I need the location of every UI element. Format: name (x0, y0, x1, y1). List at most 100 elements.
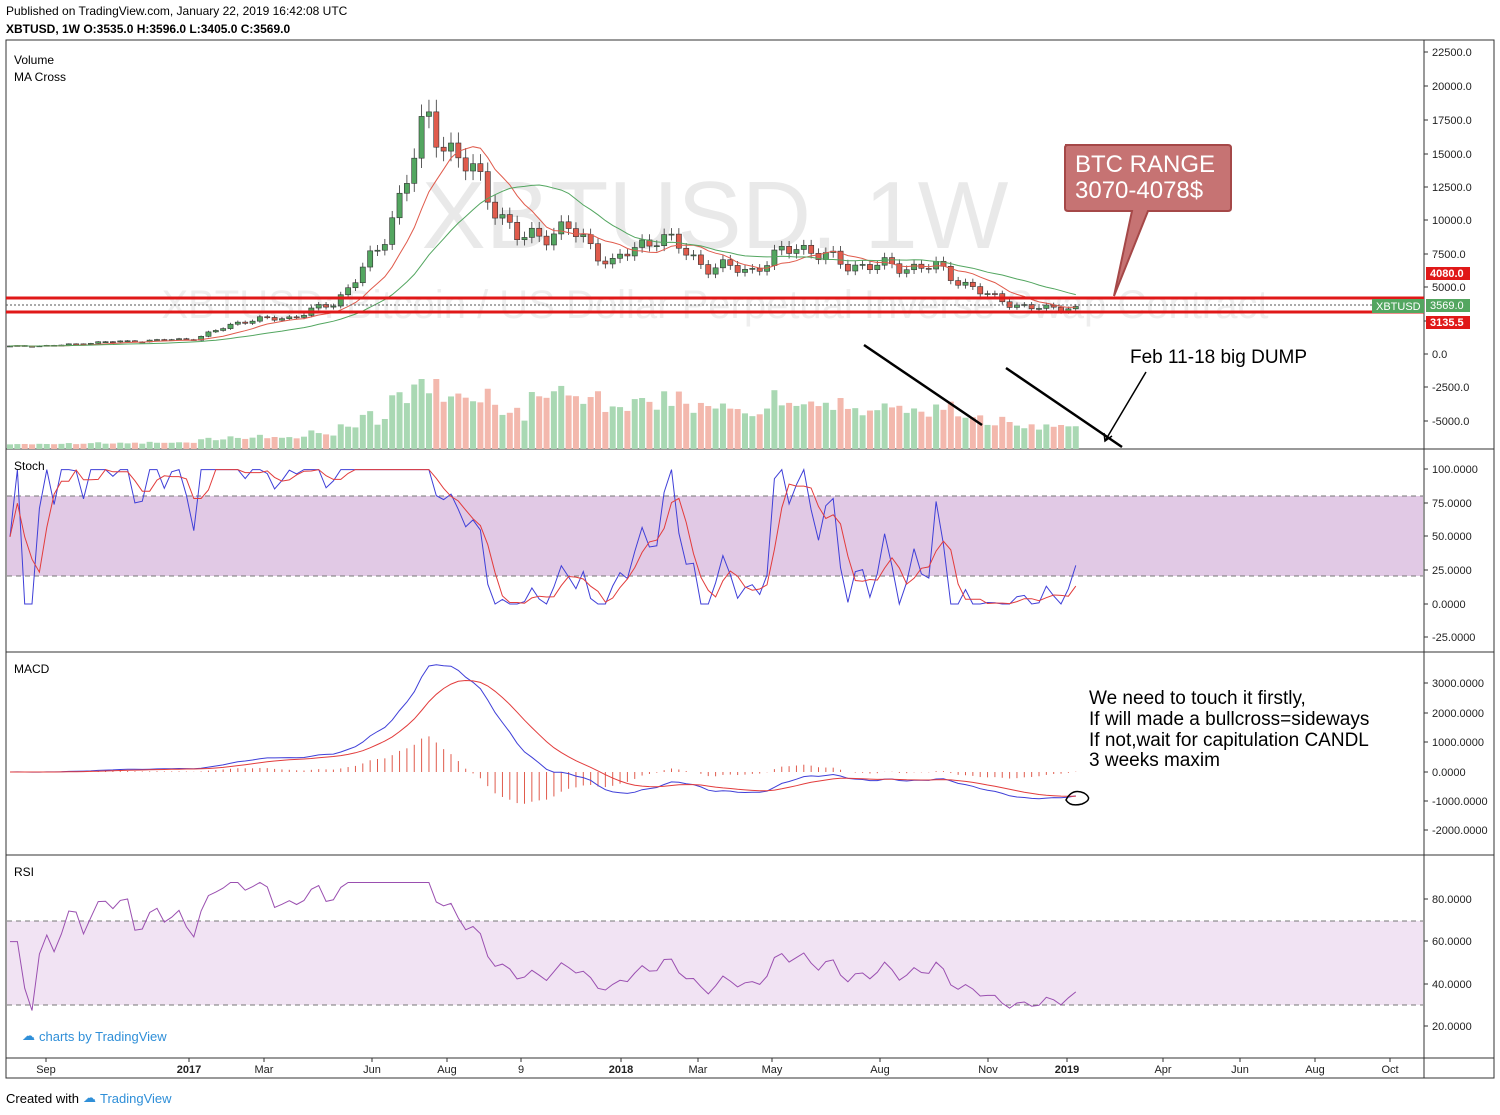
volume-bar (521, 420, 528, 449)
volume-bar (808, 401, 815, 449)
time-tick-label: 2018 (609, 1064, 633, 1076)
stoch-k-line (9, 468, 1077, 606)
axis-ticks: 22500.0 20000.0 17500.0 15000.0 12500.0 10000… (1424, 47, 1488, 1033)
tag-symbol: XBTUSD (1376, 301, 1421, 313)
volume-bar (492, 404, 499, 449)
volume-bar (389, 395, 396, 449)
tag-last-bg (1426, 299, 1470, 312)
volume-bar (962, 417, 969, 449)
volume-bar (1065, 426, 1072, 449)
candle-body (911, 263, 917, 271)
volume-tick-label: -2500.0 (1432, 382, 1469, 394)
volume-bar (889, 407, 895, 449)
volume-bar (249, 437, 256, 449)
candle-body (639, 239, 645, 248)
tradingview-logo-icon: ☁ (22, 1028, 35, 1043)
volume-bar (455, 393, 462, 449)
volume-bar (572, 396, 579, 449)
tag-bottom: 3135.5 (1430, 317, 1464, 329)
volume-bar (315, 433, 322, 449)
candle-body (720, 259, 726, 269)
candle-body (396, 192, 403, 219)
volume-bar (587, 397, 594, 449)
candle-body (161, 339, 168, 341)
volume-bar (65, 443, 72, 449)
volume-bar (580, 403, 587, 449)
macd-tick-label: 2000.0000 (1432, 708, 1484, 720)
volume-bar (1058, 424, 1065, 449)
volume-bar (991, 425, 998, 449)
volume-bar (381, 418, 388, 449)
volume-bar (536, 396, 543, 449)
volume-bar (675, 391, 682, 449)
cross-circle-mark[interactable] (1065, 790, 1090, 806)
candle-body (198, 336, 204, 341)
volume-bar (719, 403, 726, 449)
stoch-band (7, 496, 1423, 576)
candle-body (874, 264, 881, 271)
volume-bar (705, 406, 712, 449)
trendline-1[interactable] (863, 343, 983, 427)
volume-bar (742, 413, 748, 449)
candle-body (315, 304, 322, 309)
candle-body (433, 111, 440, 148)
trendline-2[interactable] (1005, 366, 1123, 449)
note-line-1: We need to touch it firstly, (1089, 688, 1306, 709)
volume-bar (911, 408, 918, 449)
volume-bar (499, 414, 506, 449)
chart-brand[interactable]: ☁ charts by TradingView (22, 1028, 167, 1044)
time-tick-label: Nov (978, 1064, 998, 1076)
volume-bar (977, 415, 984, 449)
rsi-tick-label: 40.0000 (1432, 979, 1472, 991)
time-tick-label: May (762, 1064, 783, 1076)
volume-bar (558, 385, 565, 449)
volume-bar (800, 404, 807, 449)
tradingview-footer-brand[interactable]: TradingView (99, 1090, 172, 1106)
rsi-line (10, 881, 1077, 1011)
candle-body (947, 265, 954, 281)
candle-body (330, 305, 337, 308)
volume-bars (7, 379, 1079, 449)
created-with-label: Created with (6, 1090, 79, 1106)
note-line-4: 3 weeks maxim (1089, 750, 1220, 771)
range-callout[interactable] (1064, 144, 1232, 297)
candle-body (418, 116, 425, 159)
volume-bar (73, 444, 80, 449)
candle-body (528, 227, 535, 238)
volume-bar (602, 411, 609, 449)
candle-body (712, 267, 719, 275)
volume-bar (58, 443, 65, 449)
rsi-tick-label: 60.0000 (1432, 936, 1472, 948)
volume-bar (940, 409, 947, 449)
volume-bar (859, 415, 866, 449)
volume-bar (506, 412, 513, 449)
candle-body (95, 341, 102, 344)
macd-line (9, 664, 1076, 800)
volume-bar (212, 440, 219, 449)
candle-body (631, 247, 638, 257)
candle-body (896, 263, 903, 274)
time-tick-label: Aug (870, 1064, 890, 1076)
volume-bar (205, 437, 212, 449)
candle-body (301, 315, 307, 318)
tag-last: 3569.0 (1430, 300, 1464, 312)
candle-body (925, 268, 932, 270)
candle-body (352, 282, 359, 289)
price-tick-label: 22500.0 (1432, 47, 1472, 59)
time-tick-label: Aug (437, 1064, 457, 1076)
volume-bar (198, 439, 205, 449)
volume-bar (933, 404, 940, 449)
time-tick-label: Mar (255, 1064, 274, 1076)
candle-body (176, 338, 182, 340)
dump-arrow[interactable] (1104, 371, 1147, 442)
candle-body (470, 163, 476, 172)
volume-bar (220, 439, 227, 449)
candle-body (492, 201, 498, 219)
price-tick-label: 12500.0 (1432, 182, 1472, 194)
volume-bar (168, 442, 175, 449)
time-tick-label: Aug (1305, 1064, 1325, 1076)
dump-label: Feb 11-18 big DUMP (1130, 347, 1307, 368)
volume-bar (1050, 426, 1057, 449)
candle-body (668, 233, 675, 236)
